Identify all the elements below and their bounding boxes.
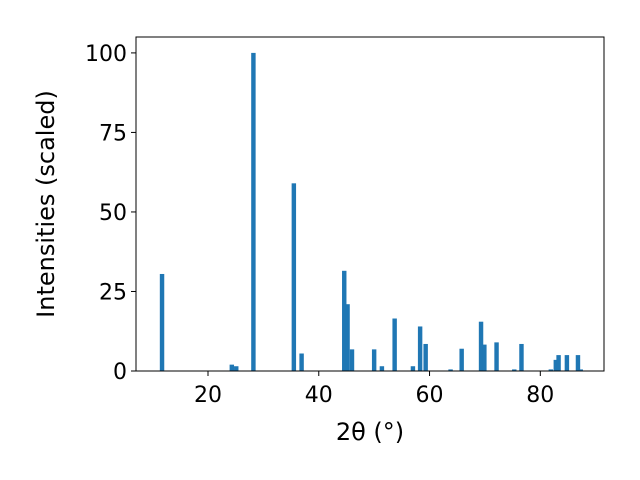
bar <box>345 304 350 371</box>
bar <box>575 355 581 371</box>
bar <box>423 343 428 371</box>
bars-group <box>159 52 583 372</box>
bar <box>410 366 416 371</box>
bar <box>371 349 377 371</box>
bar <box>448 369 453 371</box>
bar <box>392 318 397 371</box>
y-axis: 0 25 50 75 100 <box>85 42 136 385</box>
bar <box>251 52 256 372</box>
x-tick-label: 60 <box>416 383 444 408</box>
bar <box>564 355 570 371</box>
bar <box>349 349 355 371</box>
bar <box>291 183 297 371</box>
bar <box>578 369 583 371</box>
x-tick-label: 20 <box>194 383 222 408</box>
bar <box>548 369 554 371</box>
plot-frame <box>135 36 605 372</box>
y-tick-label: 75 <box>99 121 127 146</box>
bar <box>379 366 385 371</box>
y-tick-label: 0 <box>113 360 127 385</box>
bar <box>299 353 304 371</box>
x-axis-label: 2θ (°) <box>336 418 404 446</box>
bar <box>234 366 239 371</box>
y-axis-label: Intensities (scaled) <box>32 90 60 318</box>
bar <box>553 359 559 371</box>
y-tick-label: 50 <box>99 201 127 226</box>
x-tick-label: 40 <box>305 383 333 408</box>
bar <box>459 348 464 371</box>
bar <box>512 369 517 371</box>
bar <box>417 326 423 371</box>
bar <box>229 364 235 371</box>
bar <box>494 342 499 371</box>
y-tick-label: 25 <box>99 280 127 305</box>
bar <box>556 355 561 371</box>
x-axis: 20 40 60 80 <box>194 371 554 408</box>
bar <box>159 273 165 371</box>
bar <box>519 343 524 371</box>
y-tick-label: 100 <box>85 42 127 67</box>
bar <box>342 270 347 371</box>
bar <box>478 321 484 371</box>
bar <box>482 344 487 371</box>
x-tick-label: 80 <box>526 383 554 408</box>
